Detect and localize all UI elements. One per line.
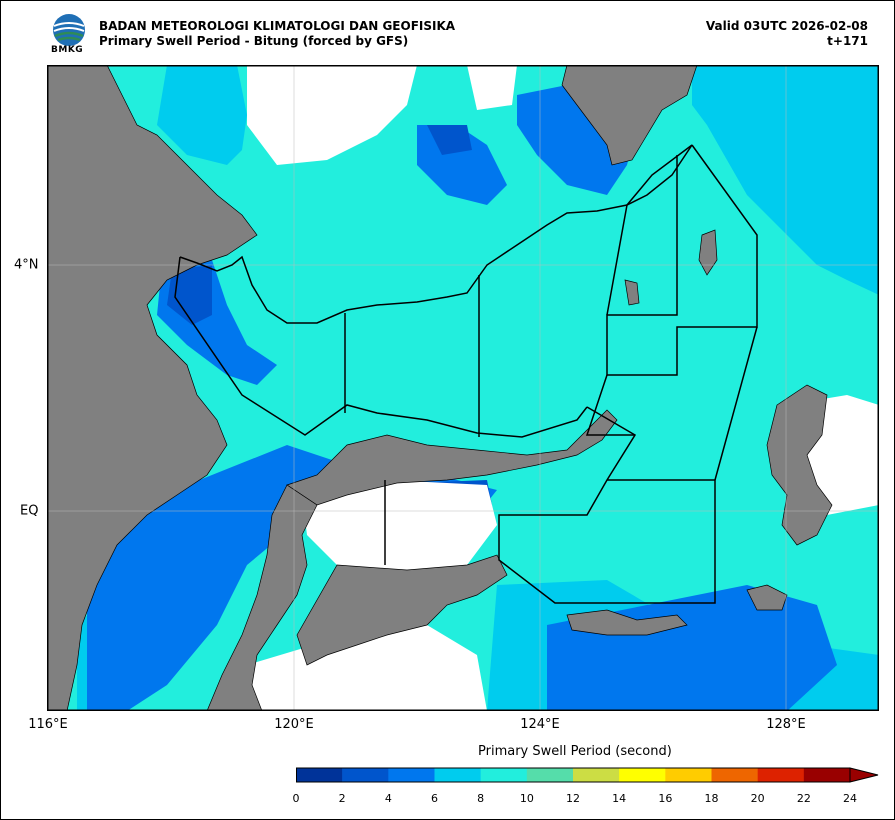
- period-6-8-north: [157, 65, 247, 165]
- header-left: BADAN METEOROLOGI KLIMATOLOGI DAN GEOFIS…: [99, 19, 455, 49]
- colorbar-segment: [619, 768, 666, 782]
- colorbar-tick-label: 20: [750, 792, 765, 805]
- colorbar-tick-label: 10: [519, 792, 534, 805]
- colorbar-tick-label: 4: [384, 792, 392, 805]
- period-2-4-west: [167, 265, 212, 325]
- land-sulawesi-se-arm: [296, 554, 508, 666]
- colorbar-tick-label: 2: [338, 792, 346, 805]
- logo-text: BMKG: [51, 45, 84, 55]
- colorbar-tick-label: 6: [431, 792, 438, 805]
- colorbar-extend-arrow: [849, 767, 879, 783]
- colorbar-segment: [711, 768, 758, 782]
- land-island-sangihe: [698, 229, 718, 276]
- colorbar-segment: [480, 768, 528, 782]
- valid-time: Valid 03UTC 2026-02-08: [705, 19, 868, 33]
- colorbar-tick-label: 0: [292, 792, 300, 805]
- no-data-south: [247, 625, 487, 711]
- land-sulawesi-north-arm: [286, 409, 618, 506]
- x-tick-116: 116°E: [28, 717, 68, 732]
- land-island-talaud: [624, 279, 640, 306]
- forecast-step: t+171: [827, 34, 868, 48]
- colorbar: [296, 767, 879, 783]
- colorbar-segment: [434, 768, 481, 782]
- colorbar-segment: [526, 768, 574, 782]
- map-subtitle: Primary Swell Period - Bitung (forced by…: [99, 34, 409, 48]
- colorbar-segment: [342, 768, 389, 782]
- period-6-8-east: [692, 65, 879, 295]
- x-tick-120: 120°E: [274, 717, 314, 732]
- no-data-north2: [467, 65, 517, 110]
- colorbar-tick-label: 24: [843, 792, 857, 805]
- colorbar-tick-label: 14: [612, 792, 627, 805]
- bmkg-logo-icon: [53, 14, 85, 46]
- y-tick-4n: 4°N: [14, 257, 39, 273]
- zone-boundaries: [174, 144, 758, 604]
- period-2-4-north: [427, 125, 472, 155]
- agency-title: BADAN METEOROLOGI KLIMATOLOGI DAN GEOFIS…: [99, 19, 456, 33]
- y-tick-eq: EQ: [20, 503, 39, 519]
- colorbar-segment: [573, 768, 620, 782]
- colorbar-tick-label: 8: [477, 792, 485, 805]
- colorbar-tick-label: 16: [658, 792, 673, 805]
- land-borneo: [47, 65, 258, 711]
- land-island-sula: [746, 584, 788, 611]
- colorbar-tick-label: 12: [566, 792, 580, 805]
- land-sulawesi-body: [206, 484, 318, 711]
- x-tick-124: 124°E: [520, 717, 560, 732]
- colorbar-segment: [803, 768, 851, 782]
- graticule: [47, 65, 879, 711]
- x-tick-128: 128°E: [766, 717, 806, 732]
- colorbar-segment: [296, 768, 343, 782]
- colorbar-title: Primary Swell Period (second): [478, 744, 672, 759]
- map-frame: [47, 65, 879, 711]
- colorbar-tick-label: 18: [704, 792, 719, 805]
- colorbar-segment: [757, 768, 805, 782]
- land-mindanao: [561, 65, 698, 166]
- no-data-gulf: [302, 480, 497, 570]
- swell-map: [47, 65, 879, 711]
- header-right: Valid 03UTC 2026-02-08 t+171: [706, 19, 868, 49]
- colorbar-segment: [665, 768, 712, 782]
- colorbar-tick-label: 22: [796, 792, 811, 805]
- colorbar-outline: [296, 767, 851, 783]
- no-data-north: [247, 65, 417, 165]
- colorbar-segment: [388, 768, 435, 782]
- land-east-small: [566, 609, 688, 636]
- land-halmahera: [766, 384, 833, 546]
